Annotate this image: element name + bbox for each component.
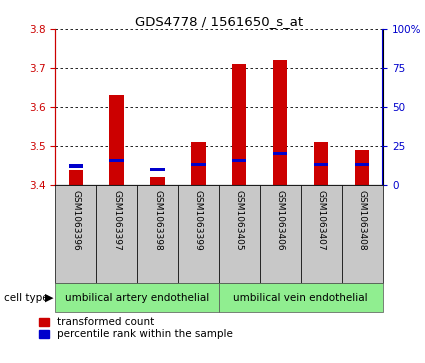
Text: GSM1063399: GSM1063399 <box>194 190 203 251</box>
Bar <box>314 142 328 185</box>
Title: GDS4778 / 1561650_s_at: GDS4778 / 1561650_s_at <box>135 15 303 28</box>
Bar <box>110 159 124 162</box>
Bar <box>355 163 369 166</box>
Bar <box>232 64 246 185</box>
Bar <box>110 95 124 185</box>
FancyBboxPatch shape <box>219 283 382 312</box>
Bar <box>273 152 287 155</box>
Text: ▶: ▶ <box>45 293 53 303</box>
FancyBboxPatch shape <box>219 185 260 283</box>
FancyBboxPatch shape <box>300 185 342 283</box>
Text: GSM1063406: GSM1063406 <box>276 190 285 251</box>
FancyBboxPatch shape <box>96 185 137 283</box>
FancyBboxPatch shape <box>178 185 219 283</box>
Text: GSM1063407: GSM1063407 <box>317 190 326 251</box>
Bar <box>191 163 206 166</box>
Bar <box>355 150 369 185</box>
Text: GSM1063405: GSM1063405 <box>235 190 244 251</box>
Legend: transformed count, percentile rank within the sample: transformed count, percentile rank withi… <box>39 317 233 339</box>
Bar <box>68 170 83 185</box>
Bar <box>273 60 287 185</box>
FancyBboxPatch shape <box>137 185 178 283</box>
Text: GSM1063396: GSM1063396 <box>71 190 80 251</box>
Text: umbilical vein endothelial: umbilical vein endothelial <box>233 293 368 303</box>
Text: umbilical artery endothelial: umbilical artery endothelial <box>65 293 209 303</box>
FancyBboxPatch shape <box>55 185 96 283</box>
FancyBboxPatch shape <box>342 185 383 283</box>
FancyBboxPatch shape <box>260 185 300 283</box>
Text: GSM1063397: GSM1063397 <box>112 190 121 251</box>
Text: GSM1063398: GSM1063398 <box>153 190 162 251</box>
Bar <box>314 163 328 166</box>
Bar <box>191 142 206 185</box>
Bar <box>68 164 83 168</box>
Bar <box>232 159 246 162</box>
Bar <box>150 168 164 171</box>
Text: GSM1063408: GSM1063408 <box>357 190 366 251</box>
FancyBboxPatch shape <box>55 283 219 312</box>
Text: cell type: cell type <box>4 293 49 303</box>
Bar <box>150 178 164 185</box>
